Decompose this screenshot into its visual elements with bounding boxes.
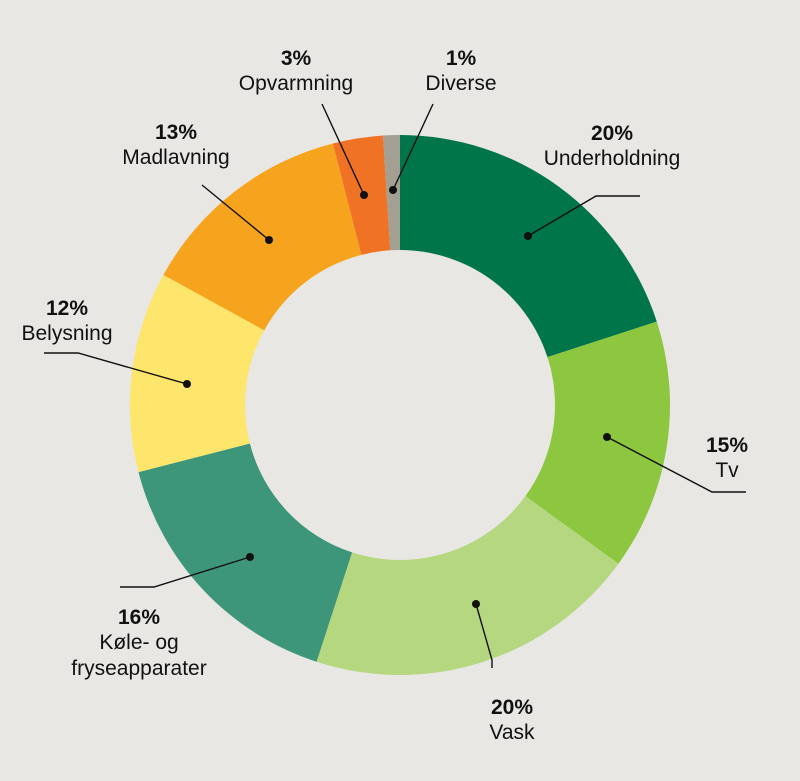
label-name-kole-og-fryseapparater-1: Køle- og xyxy=(99,631,178,654)
label-percent-madlavning: 13% xyxy=(155,121,197,144)
label-name-vask: Vask xyxy=(489,721,535,744)
label-name-diverse: Diverse xyxy=(425,72,496,95)
leader-line-vask xyxy=(475,603,493,668)
leader-dot-vask xyxy=(472,600,480,608)
label-name-underholdning: Underholdning xyxy=(544,147,681,170)
slices-group xyxy=(130,135,670,676)
leader-line-belysning xyxy=(44,352,188,385)
label-name-kole-og-fryseapparater-2: fryseapparater xyxy=(71,657,206,680)
label-percent-tv: 15% xyxy=(706,434,748,457)
slice-kole-og-fryseapparater xyxy=(138,443,353,662)
label-name-opvarmning: Opvarmning xyxy=(239,72,353,95)
slice-underholdning xyxy=(400,135,657,358)
label-percent-vask: 20% xyxy=(491,696,533,719)
leader-dot-kole-og-fryseapparater xyxy=(246,553,254,561)
label-percent-diverse: 1% xyxy=(446,47,477,70)
leader-line-diverse xyxy=(392,103,434,191)
label-name-belysning: Belysning xyxy=(21,322,112,345)
leader-dot-madlavning xyxy=(265,236,273,244)
leader-line-underholdning xyxy=(527,195,640,237)
leader-dot-tv xyxy=(603,433,611,441)
slice-tv xyxy=(525,321,670,564)
leader-dot-underholdning xyxy=(524,232,532,240)
leader-line-opvarmning xyxy=(321,103,365,196)
label-percent-belysning: 12% xyxy=(46,297,88,320)
label-percent-opvarmning: 3% xyxy=(281,47,312,70)
slice-belysning xyxy=(130,274,265,473)
leader-line-kole-og-fryseapparater xyxy=(120,556,251,588)
leader-dot-opvarmning xyxy=(360,191,368,199)
label-name-madlavning: Madlavning xyxy=(122,146,229,169)
leader-lines-group xyxy=(44,103,746,668)
leader-line-tv xyxy=(606,436,746,493)
label-name-tv: Tv xyxy=(715,459,739,482)
leader-dot-diverse xyxy=(389,186,397,194)
slice-madlavning xyxy=(163,143,362,331)
slice-vask xyxy=(316,496,619,676)
label-percent-kole-og-fryseapparater: 16% xyxy=(118,606,160,629)
label-percent-underholdning: 20% xyxy=(591,122,633,145)
leader-dot-belysning xyxy=(183,380,191,388)
leader-line-madlavning xyxy=(201,184,270,241)
